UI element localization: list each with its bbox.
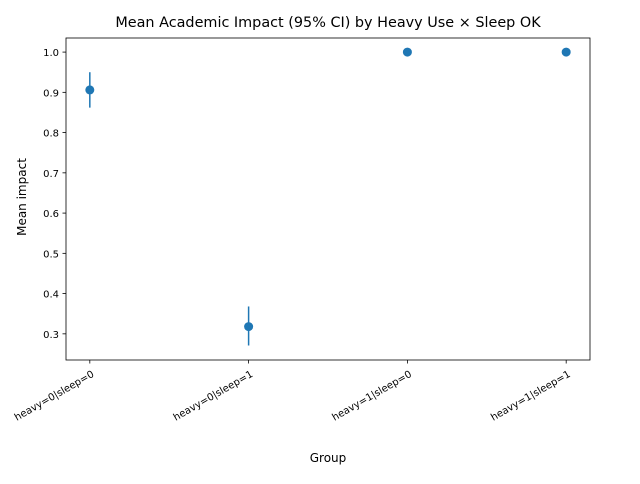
y-tick-label: 0.8 xyxy=(43,129,59,140)
data-point xyxy=(561,47,571,57)
y-axis-label: Mean impact xyxy=(15,158,29,236)
data-point xyxy=(85,85,95,95)
y-tick-label: 0.7 xyxy=(43,169,59,180)
data-point xyxy=(402,47,412,57)
y-tick-label: 0.4 xyxy=(43,290,59,301)
y-axis-ticks: 0.3 0.4 0.5 0.6 0.7 0.8 0.9 1.0 xyxy=(43,48,66,341)
chart-title: Mean Academic Impact (95% CI) by Heavy U… xyxy=(115,15,541,31)
y-tick-label: 0.3 xyxy=(43,330,59,341)
data-points xyxy=(85,47,571,332)
data-point xyxy=(244,322,254,332)
y-tick-label: 0.9 xyxy=(43,88,59,99)
x-axis-label: Group xyxy=(310,451,347,465)
y-tick-label: 0.5 xyxy=(43,249,59,260)
y-tick-label: 0.6 xyxy=(43,209,59,220)
y-tick-label: 1.0 xyxy=(43,48,59,59)
plot-area-frame xyxy=(65,37,591,361)
